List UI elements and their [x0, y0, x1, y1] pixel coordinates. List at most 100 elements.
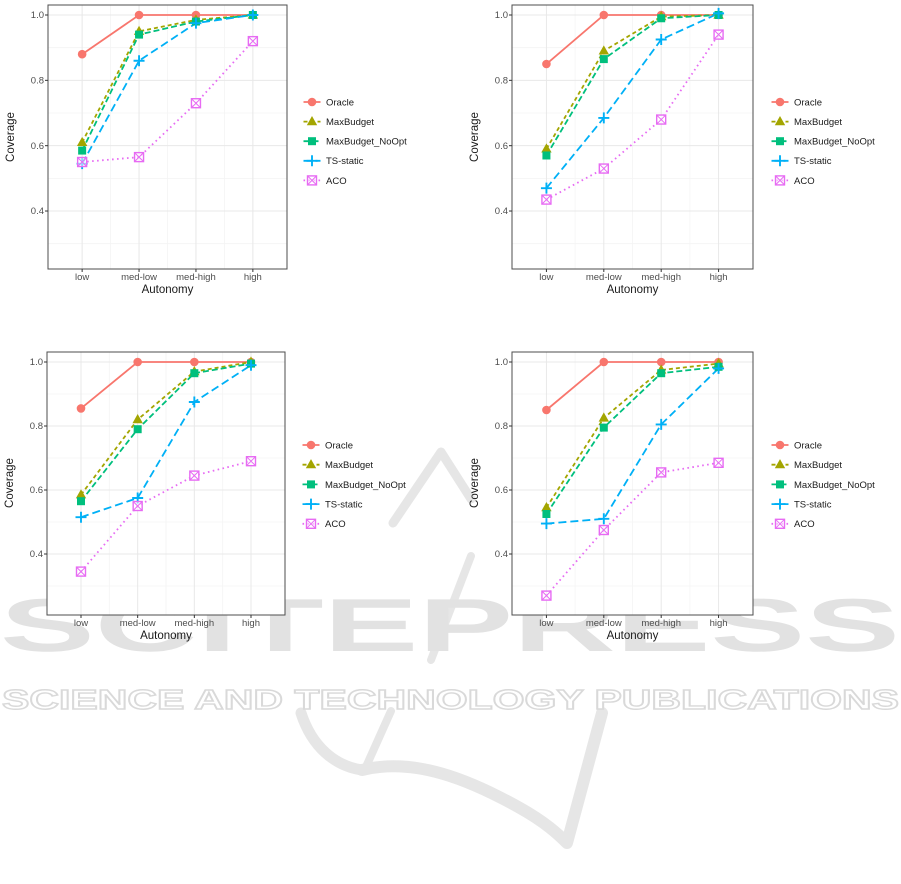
- y-tick-label: 1.0: [31, 10, 44, 21]
- panel-border: [511, 351, 754, 616]
- x-tick-label: med-low: [586, 272, 622, 283]
- x-tick-label: low: [539, 618, 553, 629]
- legend-label-oracle: Oracle: [326, 97, 354, 108]
- legend-label-ts-static: TS-static: [794, 500, 832, 511]
- legend-label-maxbudget_noopt: MaxBudget_NoOpt: [794, 137, 875, 148]
- x-tick-label: med-high: [175, 618, 215, 629]
- legend-label-aco: ACO: [794, 176, 815, 187]
- x-tick-label: med-low: [120, 618, 156, 629]
- series-markers-aco: [75, 456, 257, 577]
- chart-bottom-left: 0.4 0.6 0.8 1.0 low med-low med-high high Autono…: [4, 351, 406, 642]
- legend-key-maxbudget_noopt: [302, 480, 320, 489]
- legend-key-aco: [771, 175, 789, 186]
- legend-key-oracle: [303, 97, 321, 107]
- y-tick-label: 1.0: [30, 357, 43, 368]
- x-tick-label: high: [242, 618, 260, 629]
- y-tick-label: 0.6: [495, 485, 508, 496]
- legend-label-ts-static: TS-static: [794, 156, 832, 167]
- x-tick-label: low: [539, 272, 553, 283]
- series-line-maxbudget: [545, 362, 719, 509]
- y-axis-title: Coverage: [5, 112, 17, 162]
- legend-label-maxbudget_noopt: MaxBudget_NoOpt: [325, 480, 406, 491]
- series-markers-aco: [76, 35, 259, 168]
- axis-ticks: [509, 14, 720, 272]
- legend-label-aco: ACO: [325, 519, 346, 530]
- y-tick-label: 1.0: [495, 357, 508, 368]
- y-tick-label: 0.8: [495, 76, 508, 87]
- y-tick-label: 0.6: [495, 141, 508, 152]
- x-axis-title: Autonomy: [140, 630, 192, 642]
- series-markers-aco: [541, 457, 724, 601]
- legend-key-aco: [303, 175, 321, 186]
- legend: Oracle MaxBudget MaxBudget_NoOpt TS-static A…: [303, 97, 407, 187]
- panel-border: [511, 4, 754, 270]
- axis-ticks: [509, 361, 720, 618]
- series-line-ts-static: [546, 367, 720, 525]
- legend-key-maxbudget: [303, 116, 321, 126]
- charts-layer: 0.4 0.6 0.8 1.0 low med-low med-high high Autono…: [4, 4, 875, 642]
- legend-label-oracle: Oracle: [794, 440, 822, 451]
- x-tick-label: med-low: [586, 618, 622, 629]
- legend-key-ts-static: [771, 498, 789, 510]
- x-tick-label: high: [710, 272, 728, 283]
- grid-minor: [47, 352, 285, 615]
- grid-major: [48, 5, 287, 269]
- y-tick-label: 0.8: [31, 76, 44, 87]
- legend-label-oracle: Oracle: [325, 440, 353, 451]
- watermark-subtitle: SCIENCE AND TECHNOLOGY PUBLICATIONS: [2, 684, 899, 715]
- series-line-oracle: [545, 361, 719, 411]
- panel-border: [47, 4, 288, 270]
- series-line-maxbudget: [545, 14, 719, 150]
- series-line-ts-static: [545, 12, 719, 189]
- y-axis-title: Coverage: [4, 458, 16, 508]
- series-line-oracle: [545, 14, 719, 65]
- scitepress-logo-icon: [295, 447, 608, 849]
- legend-label-maxbudget_noopt: MaxBudget_NoOpt: [326, 137, 407, 148]
- series-line-ts-static: [81, 14, 253, 165]
- series-line-maxbudget: [80, 361, 252, 496]
- legend-label-aco: ACO: [326, 176, 347, 187]
- x-tick-label: high: [244, 272, 262, 283]
- x-tick-label: med-high: [176, 272, 216, 283]
- axis-ticks: [45, 14, 254, 272]
- chart-top-right: 0.4 0.6 0.8 1.0 low med-low med-high high Autono…: [469, 4, 875, 296]
- y-tick-label: 0.8: [495, 421, 508, 432]
- legend-label-ts-static: TS-static: [326, 156, 364, 167]
- y-tick-label: 0.4: [31, 206, 44, 217]
- legend-key-maxbudget_noopt: [771, 137, 789, 146]
- legend-key-aco: [302, 518, 320, 529]
- y-tick-label: 1.0: [495, 10, 508, 21]
- x-axis-title: Autonomy: [607, 284, 659, 296]
- legend-key-maxbudget: [771, 116, 789, 126]
- legend: Oracle MaxBudget MaxBudget_NoOpt TS-static A…: [302, 440, 406, 530]
- legend-key-ts-static: [303, 155, 321, 167]
- legend-key-oracle: [302, 440, 320, 450]
- series-line-aco: [82, 40, 254, 163]
- x-axis-title: Autonomy: [142, 284, 194, 296]
- y-axis-title: Coverage: [469, 458, 481, 508]
- legend: Oracle MaxBudget MaxBudget_NoOpt TS-static A…: [771, 97, 875, 187]
- y-tick-label: 0.6: [31, 141, 44, 152]
- legend: Oracle MaxBudget MaxBudget_NoOpt TS-static A…: [771, 440, 875, 530]
- y-axis-title: Coverage: [469, 112, 481, 162]
- legend-key-ts-static: [302, 498, 320, 510]
- y-tick-label: 0.4: [495, 549, 508, 560]
- x-tick-label: low: [75, 272, 89, 283]
- legend-label-maxbudget: MaxBudget: [794, 460, 842, 471]
- legend-label-aco: ACO: [794, 519, 815, 530]
- series-line-oracle: [81, 14, 253, 55]
- x-tick-label: med-low: [121, 272, 157, 283]
- series-line-oracle: [80, 361, 251, 410]
- series-markers-ts-static: [540, 7, 725, 194]
- series-line-maxbudget_noopt: [545, 365, 719, 515]
- legend-key-maxbudget_noopt: [303, 137, 321, 146]
- legend-label-maxbudget_noopt: MaxBudget_NoOpt: [794, 480, 875, 491]
- panel-border: [46, 351, 286, 616]
- legend-key-ts-static: [771, 155, 789, 167]
- legend-key-maxbudget_noopt: [771, 480, 789, 489]
- series-line-maxbudget_noopt: [545, 14, 719, 156]
- series-line-aco: [80, 460, 252, 573]
- y-tick-label: 0.8: [30, 421, 43, 432]
